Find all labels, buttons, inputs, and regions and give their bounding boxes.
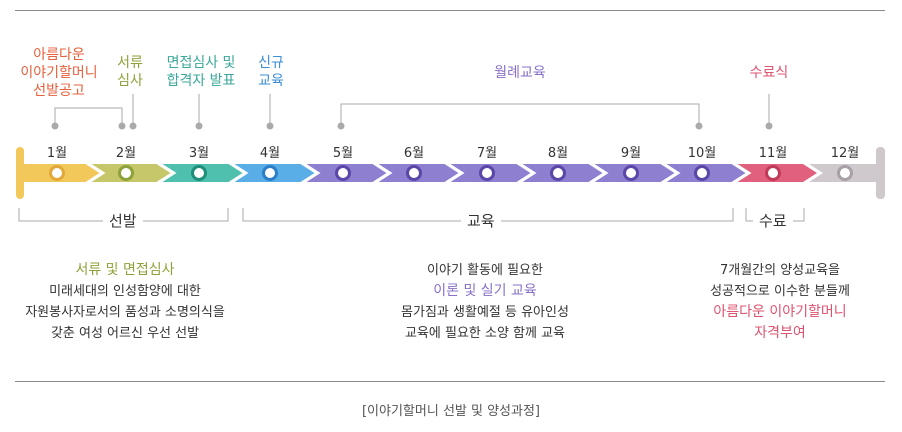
desc-training-line3: 교육에 필요한 소양 함께 교육	[404, 326, 566, 341]
label-doc-review: 서류 심사	[107, 54, 153, 90]
label-interview-line2: 합격자 발표	[166, 73, 236, 89]
label-monthly-line1: 월례교육	[494, 65, 546, 81]
month-marker-8	[550, 165, 566, 181]
label-new-training-line1: 신규	[258, 55, 284, 71]
desc-selection-line3: 갖춘 여성 어르신 우선 선발	[50, 326, 200, 341]
label-completion-line1: 수료식	[749, 65, 789, 81]
month-marker-12	[837, 165, 853, 181]
desc-completion-highlight2: 자격부여	[754, 325, 806, 341]
group-label-selection: 선발	[103, 210, 143, 231]
recruit-bracket	[54, 107, 123, 126]
desc-completion: 7개월간의 양성교육을 성공적으로 이수한 분들께 아름다운 이야기할머니 자격…	[660, 260, 900, 344]
month-marker-7	[479, 165, 495, 181]
group-label-completion: 수료	[753, 210, 793, 231]
desc-completion-highlight1: 아름다운 이야기할머니	[713, 304, 847, 320]
label-doc-review-line1: 서류	[117, 55, 143, 71]
month-label: 7월	[476, 146, 498, 161]
monthly-dot-a	[337, 122, 345, 130]
figure-caption: [이야기할머니 선발 및 양성과정]	[361, 404, 541, 419]
desc-selection-line2: 자원봉사자로서의 품성과 소명의식을	[25, 305, 225, 320]
label-interview: 면접심사 및 합격자 발표	[146, 54, 256, 90]
month-marker-11	[765, 165, 781, 181]
label-recruit: 아름다운 이야기할머니 선발공고	[0, 46, 118, 100]
label-new-training-line2: 교육	[258, 73, 284, 89]
month-marker-1	[49, 165, 65, 181]
month-marker-6	[406, 165, 422, 181]
completion-pin-dot	[765, 122, 773, 130]
month-marker-9	[623, 165, 639, 181]
label-new-training: 신규 교육	[248, 54, 294, 90]
month-label: 6월	[403, 146, 425, 161]
month-label: 4월	[259, 146, 281, 161]
timeline-end-cap	[876, 147, 885, 199]
interview-pin-dot	[195, 122, 203, 130]
desc-completion-line2: 성공적으로 이수한 분들께	[710, 284, 850, 299]
top-divider	[15, 10, 885, 11]
bottom-divider	[15, 381, 885, 382]
month-marker-3	[191, 165, 207, 181]
monthly-bracket	[340, 103, 700, 126]
desc-selection: 서류 및 면접심사 미래세대의 인성함양에 대한 자원봉사자로서의 품성과 소명…	[0, 260, 250, 344]
doc-review-pin-dot	[129, 122, 137, 130]
desc-training-highlight: 이론 및 실기 교육	[433, 283, 537, 299]
label-monthly-training: 월례교육	[470, 64, 570, 82]
desc-training-line2: 몸가짐과 생활예절 등 유아인성	[401, 305, 569, 320]
label-interview-line1: 면접심사 및	[166, 55, 236, 71]
month-label: 9월	[620, 146, 642, 161]
recruit-dot-a	[51, 122, 59, 130]
month-label: 1월	[46, 146, 68, 161]
month-label: 5월	[332, 146, 354, 161]
monthly-dot-b	[695, 122, 703, 130]
month-label: 10월	[687, 146, 717, 161]
month-label: 3월	[188, 146, 210, 161]
label-doc-review-line2: 심사	[117, 73, 143, 89]
month-marker-4	[262, 165, 278, 181]
label-completion-ceremony: 수료식	[730, 64, 808, 82]
desc-completion-line1: 7개월간의 양성교육을	[719, 263, 841, 278]
month-label: 11월	[758, 146, 788, 161]
group-label-training: 교육	[461, 210, 501, 231]
label-recruit-line1: 아름다운	[33, 47, 85, 63]
label-recruit-line2: 이야기할머니	[20, 65, 98, 81]
desc-training-line1: 이야기 활동에 필요한	[427, 263, 543, 278]
label-recruit-line3: 선발공고	[33, 83, 85, 99]
recruit-dot-b	[118, 122, 126, 130]
desc-selection-title: 서류 및 면접심사	[75, 262, 175, 278]
month-marker-10	[694, 165, 710, 181]
month-label: 12월	[830, 146, 860, 161]
new-training-pin-dot	[266, 122, 274, 130]
month-label: 2월	[115, 146, 137, 161]
desc-selection-line1: 미래세대의 인성함양에 대한	[49, 284, 201, 299]
desc-training: 이야기 활동에 필요한 이론 및 실기 교육 몸가짐과 생활예절 등 유아인성 …	[360, 260, 610, 344]
month-marker-5	[335, 165, 351, 181]
month-label: 8월	[547, 146, 569, 161]
month-marker-2	[118, 165, 134, 181]
